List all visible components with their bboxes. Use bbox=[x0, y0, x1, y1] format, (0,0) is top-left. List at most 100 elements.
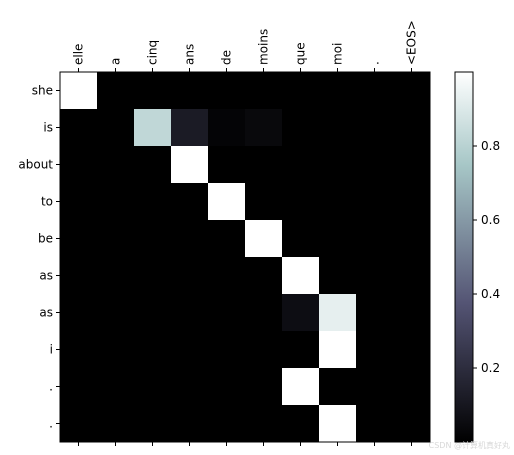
heatmap-cell bbox=[356, 405, 394, 443]
heatmap-cell bbox=[171, 72, 209, 110]
heatmap-cell bbox=[208, 109, 246, 147]
heatmap-cell bbox=[171, 368, 209, 406]
y-tick-label: she bbox=[32, 84, 53, 98]
heatmap-cell bbox=[393, 368, 431, 406]
heatmap-cell bbox=[134, 368, 172, 406]
heatmap-cell bbox=[319, 368, 357, 406]
heatmap-cell bbox=[60, 294, 98, 332]
heatmap-cell bbox=[282, 183, 320, 221]
heatmap-cell bbox=[356, 146, 394, 184]
heatmap-cell bbox=[393, 72, 431, 110]
y-tick-label: be bbox=[38, 232, 53, 246]
heatmap-cell bbox=[319, 294, 357, 332]
heatmap-cell bbox=[393, 146, 431, 184]
heatmap-cell bbox=[97, 146, 135, 184]
heatmap-cell bbox=[208, 368, 246, 406]
heatmap-cell bbox=[245, 183, 283, 221]
x-tick-label: . bbox=[368, 61, 382, 65]
heatmap-cell bbox=[245, 257, 283, 295]
heatmap-cell bbox=[356, 220, 394, 258]
heatmap-cell bbox=[208, 294, 246, 332]
heatmap-cell bbox=[97, 220, 135, 258]
heatmap-cell bbox=[134, 183, 172, 221]
heatmap-cell bbox=[282, 146, 320, 184]
heatmap-cell bbox=[60, 368, 98, 406]
heatmap-cell bbox=[171, 331, 209, 369]
heatmap-cell bbox=[208, 331, 246, 369]
heatmap-cell bbox=[208, 405, 246, 443]
colorbar-frame bbox=[454, 71, 474, 443]
heatmap-cell bbox=[208, 183, 246, 221]
heatmap-cell bbox=[60, 183, 98, 221]
colorbar-ticks: 0.2 0.4 0.6 0.8 bbox=[473, 139, 500, 375]
heatmap-cell bbox=[393, 405, 431, 443]
x-tick-label: a bbox=[109, 58, 123, 65]
heatmap-cell bbox=[134, 109, 172, 147]
heatmap-cell bbox=[356, 331, 394, 369]
heatmap-cell bbox=[60, 405, 98, 443]
heatmap-cell bbox=[245, 368, 283, 406]
heatmap-cell bbox=[319, 109, 357, 147]
heatmap-cell bbox=[171, 146, 209, 184]
x-tick-label: <EOS> bbox=[405, 20, 419, 65]
colorbar-tick-label: 0.6 bbox=[481, 213, 500, 227]
heatmap-cell bbox=[393, 109, 431, 147]
colorbar-gradient bbox=[455, 72, 473, 442]
heatmap-cell bbox=[319, 257, 357, 295]
heatmap-cell bbox=[282, 368, 320, 406]
heatmap-cell bbox=[208, 146, 246, 184]
y-tick-label: to bbox=[41, 195, 53, 209]
heatmap-cell bbox=[393, 220, 431, 258]
heatmap-cell bbox=[245, 146, 283, 184]
heatmap-cell bbox=[245, 72, 283, 110]
heatmap-cell bbox=[356, 183, 394, 221]
heatmap-cell bbox=[393, 294, 431, 332]
watermark-text: CSDN @计算机真好丸 bbox=[428, 441, 510, 450]
y-tick-label: is bbox=[43, 121, 53, 135]
heatmap-cell bbox=[134, 331, 172, 369]
heatmap-cell bbox=[171, 405, 209, 443]
heatmap-cell bbox=[134, 257, 172, 295]
colorbar-tick-label: 0.4 bbox=[481, 287, 500, 301]
heatmap-cell bbox=[319, 405, 357, 443]
heatmap-cell bbox=[97, 109, 135, 147]
y-tick-label: as bbox=[39, 306, 53, 320]
x-axis-ticks: elle a cinq ans de moins que moi. <EOS> bbox=[72, 20, 419, 72]
heatmap-cell bbox=[60, 220, 98, 258]
x-tick-label: elle bbox=[72, 44, 86, 65]
heatmap-cell bbox=[171, 257, 209, 295]
heatmap-cell bbox=[97, 331, 135, 369]
heatmap-cell bbox=[356, 257, 394, 295]
heatmap-cell bbox=[171, 220, 209, 258]
heatmap-cell bbox=[282, 405, 320, 443]
heatmap-cell bbox=[393, 183, 431, 221]
y-tick-label: about bbox=[18, 158, 53, 172]
heatmap-cell bbox=[171, 183, 209, 221]
heatmap-cell bbox=[208, 72, 246, 110]
x-tick-label: moi bbox=[331, 43, 345, 65]
x-tick-label: cinq bbox=[146, 40, 160, 65]
heatmap-cell bbox=[97, 183, 135, 221]
heatmap-cell bbox=[319, 146, 357, 184]
heatmap-cell bbox=[60, 331, 98, 369]
heatmap-cell bbox=[282, 257, 320, 295]
heatmap-cell bbox=[282, 294, 320, 332]
heatmap-cell bbox=[282, 109, 320, 147]
heatmap-cell bbox=[319, 183, 357, 221]
y-tick-label: . bbox=[49, 417, 53, 431]
y-tick-label: i bbox=[50, 343, 53, 357]
x-tick-label: moins bbox=[257, 29, 271, 65]
heatmap-cell bbox=[134, 146, 172, 184]
heatmap-cell bbox=[245, 405, 283, 443]
heatmap-cell bbox=[245, 331, 283, 369]
plot-frame bbox=[59, 71, 431, 443]
heatmap-cell bbox=[282, 331, 320, 369]
heatmap-cell bbox=[393, 257, 431, 295]
heatmap-cell bbox=[282, 72, 320, 110]
heatmap-cell bbox=[134, 220, 172, 258]
y-axis-ticks: she is about to be as as i.. bbox=[18, 84, 60, 431]
colorbar-tick-label: 0.8 bbox=[481, 139, 500, 153]
heatmap-cell bbox=[97, 294, 135, 332]
